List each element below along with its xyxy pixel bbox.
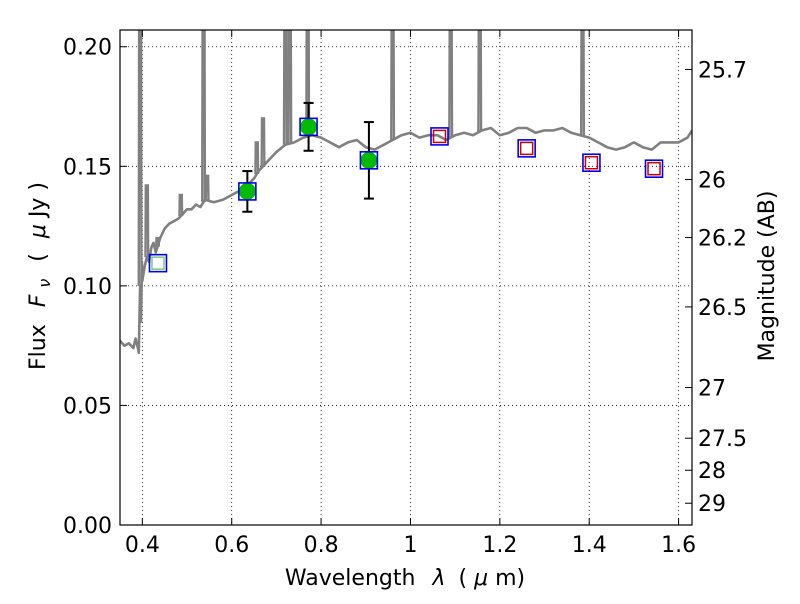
upper-point-marker	[584, 155, 599, 170]
template-spectrum-line	[120, 126, 692, 355]
emission-line-spike	[287, 30, 293, 144]
plot-layer	[120, 30, 692, 355]
emission-line-spike	[254, 141, 260, 174]
emission-line-spike	[260, 117, 266, 167]
emission-line-spike	[305, 30, 311, 137]
y2-tick-label: 26.5	[698, 296, 747, 321]
y-axis-label-symbol: F	[26, 294, 51, 307]
y2-tick-label: 29	[698, 492, 726, 517]
emission-line-spike	[178, 193, 184, 217]
y-tick-label: 0.15	[63, 155, 112, 180]
emission-line-spike	[448, 30, 454, 138]
model-photometry-marker	[238, 182, 257, 201]
x-axis-label-unit-symbol: μ	[473, 566, 488, 591]
y2-tick-label: 27	[698, 377, 726, 402]
emission-line-spike	[154, 236, 161, 247]
y2-tick-label: 26	[698, 168, 726, 193]
x-tick-label: 1.2	[482, 533, 517, 558]
x-axis-label-unit-text: m)	[495, 566, 525, 591]
model-photometry-marker	[582, 153, 601, 173]
emission-line-spike	[390, 30, 396, 141]
x-axis-label-unit-open: (	[458, 566, 467, 591]
x-tick-label: 0.6	[214, 533, 249, 558]
plot-frame	[119, 29, 693, 526]
y-axis-label-unit-text: Jy )	[26, 182, 51, 219]
y2-tick-label: 26.2	[698, 227, 747, 252]
y-tick-label: 0.20	[63, 36, 112, 61]
x-axis-label: Wavelength λ ( μ m)	[285, 566, 525, 591]
y2-tick-label: 27.5	[698, 427, 747, 452]
x-tick-label: 0.4	[125, 533, 160, 558]
tick-layer: 0.4 0.6 0.8 1 1.2 1.4 1.6 0.00 0.05 0.10 0.15 0.20 2…	[63, 30, 747, 558]
model-photometry-marker	[359, 151, 379, 170]
emission-line-spike	[201, 30, 207, 202]
y-axis-label-unit-symbol: μ	[26, 224, 51, 239]
emission-line-spike	[144, 184, 150, 258]
upper-point-marker	[647, 161, 661, 176]
emission-line-spike	[282, 30, 288, 145]
y2-axis-label: Magnitude (AB)	[755, 191, 780, 362]
model-photometry-marker	[148, 253, 168, 273]
y-axis-label-subscript: ν	[35, 279, 54, 288]
emission-line-spike	[477, 30, 483, 132]
y-axis-label-text: Flux	[26, 324, 51, 370]
x-tick-label: 1.4	[572, 533, 607, 558]
model-photometry-marker	[430, 127, 449, 146]
x-axis-label-symbol: λ	[431, 566, 445, 591]
upper-point-marker	[519, 141, 534, 156]
observed-point	[300, 118, 318, 136]
y-axis-label-unit-open: (	[26, 253, 51, 262]
model-photometry-marker	[299, 117, 318, 137]
model-photometry-marker	[517, 139, 536, 158]
x-tick-label: 1	[403, 533, 417, 558]
y-axis-label: Flux F ν ( μ Jy )	[26, 182, 56, 370]
faint-point-marker	[151, 256, 165, 270]
model-photometry-marker	[644, 159, 664, 178]
x-tick-label: 0.8	[304, 533, 339, 558]
y-tick-label: 0.10	[63, 275, 112, 300]
emission-line-spike	[204, 174, 210, 201]
y2-tick-label: 28	[698, 459, 726, 484]
upper-point-marker	[432, 129, 447, 144]
emission-line-spike	[579, 30, 586, 136]
y2-tick-label: 25.7	[698, 58, 747, 83]
x-tick-label: 1.6	[661, 533, 696, 558]
observed-point	[238, 182, 256, 200]
y-tick-label: 0.05	[63, 394, 112, 419]
y-tick-label: 0.00	[63, 514, 112, 539]
emission-line-spike	[137, 30, 143, 286]
x-axis-label-text: Wavelength	[285, 566, 416, 591]
observed-point	[360, 151, 378, 169]
